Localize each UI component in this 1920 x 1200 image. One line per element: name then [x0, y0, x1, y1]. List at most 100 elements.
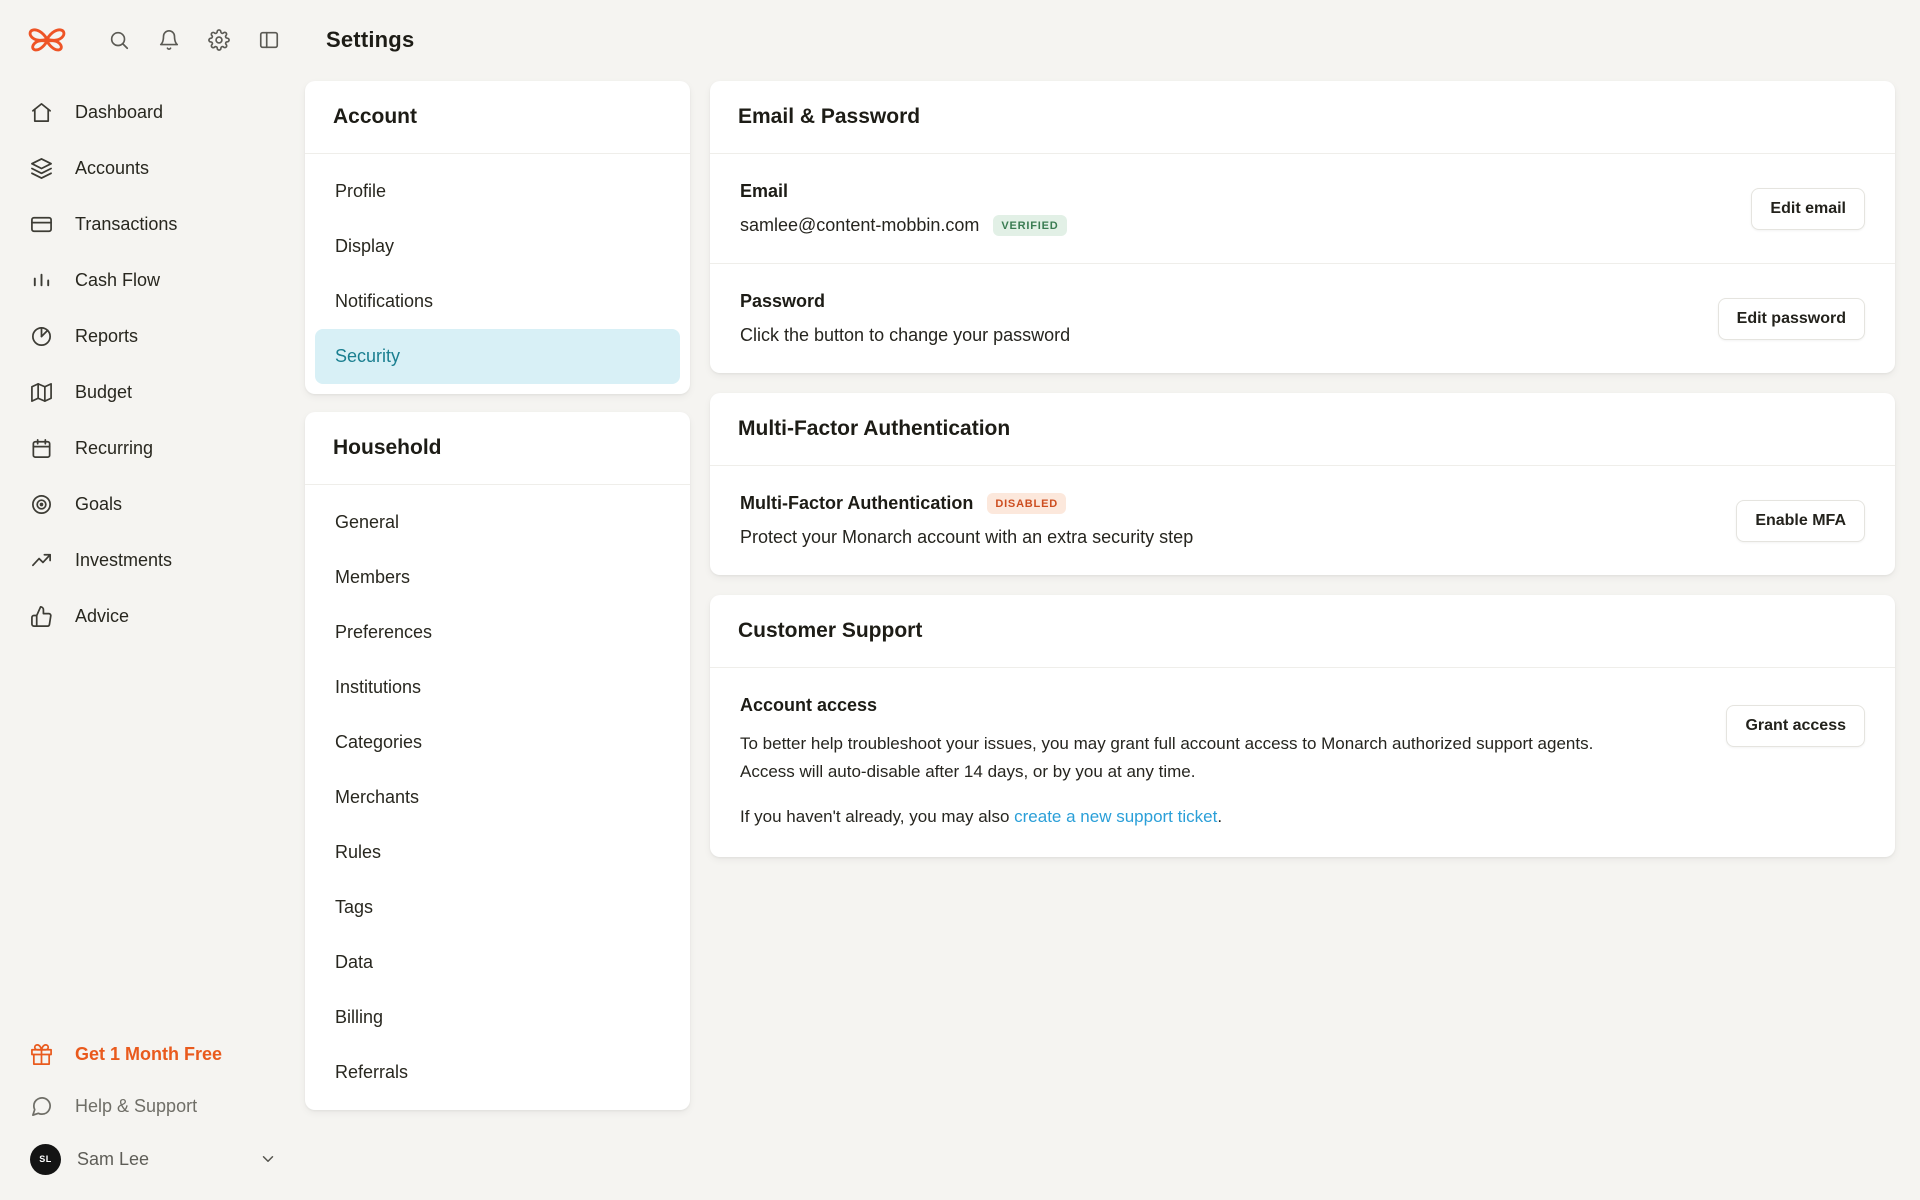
help-support-button[interactable]: Help & Support [30, 1080, 305, 1132]
account-section-title: Account [305, 81, 690, 154]
user-menu[interactable]: SL Sam Lee [30, 1132, 305, 1186]
sidebar-item-label: Dashboard [75, 101, 164, 122]
disabled-badge: DISABLED [987, 493, 1066, 514]
support-note-suffix: . [1217, 807, 1223, 827]
mfa-card-title: Multi-Factor Authentication [710, 393, 1895, 466]
settings-main: Account Profile Display Notifications Se… [305, 80, 1920, 1200]
support-ticket-note: If you haven't already, you may also cre… [740, 803, 1620, 830]
help-support-label: Help & Support [75, 1095, 198, 1116]
account-nav-card: Account Profile Display Notifications Se… [305, 81, 690, 394]
sidebar-item-accounts[interactable]: Accounts [30, 140, 305, 196]
mfa-label: Multi-Factor Authentication [740, 493, 974, 513]
account-access-row: Account access To better help troublesho… [710, 668, 1895, 857]
user-name: Sam Lee [77, 1148, 150, 1169]
settings-nav-item-categories[interactable]: Categories [335, 732, 423, 752]
settings-nav-item-tags[interactable]: Tags [335, 897, 374, 917]
settings-nav-item-rules[interactable]: Rules [335, 842, 382, 862]
sidebar-item-label: Goals [75, 493, 123, 514]
avatar: SL [30, 1143, 61, 1175]
account-access-label: Account access [740, 695, 878, 715]
sidebar-item-label: Advice [75, 605, 130, 626]
sidebar-footer: Get 1 Month Free Help & Support SL Sam L… [30, 1028, 305, 1186]
email-label: Email [740, 181, 789, 201]
sidebar-item-label: Transactions [75, 213, 178, 234]
edit-email-button[interactable]: Edit email [1751, 187, 1865, 230]
household-nav-card: Household General Members Preferences In… [305, 412, 690, 1110]
password-description: Click the button to change your password [740, 325, 1071, 345]
sidebar-item-investments[interactable]: Investments [30, 532, 305, 588]
credit-card-icon [31, 216, 52, 232]
email-password-card: Email & Password Email samlee@content-mo… [710, 81, 1895, 373]
chat-bubble-icon [32, 1096, 51, 1116]
settings-nav-column: Account Profile Display Notifications Se… [305, 81, 690, 1180]
mfa-description: Protect your Monarch account with an ext… [740, 527, 1194, 547]
mfa-card: Multi-Factor Authentication Multi-Factor… [710, 393, 1895, 575]
settings-nav-item-profile[interactable]: Profile [335, 181, 387, 201]
sidebar-toggle-icon[interactable] [258, 29, 280, 51]
customer-support-card-title: Customer Support [710, 595, 1895, 668]
settings-nav-item-display[interactable]: Display [335, 236, 395, 256]
password-row: Password Click the button to change your… [710, 263, 1895, 373]
customer-support-card: Customer Support Account access To bette… [710, 595, 1895, 858]
home-icon [32, 102, 51, 122]
email-value: samlee@content-mobbin.com [740, 215, 980, 235]
get-month-free-button[interactable]: Get 1 Month Free [30, 1028, 305, 1080]
sidebar-item-label: Accounts [75, 157, 150, 178]
account-nav-list: Profile Display Notifications Security [305, 154, 690, 394]
sidebar-item-cash-flow[interactable]: Cash Flow [30, 252, 305, 308]
sidebar-item-label: Budget [75, 381, 133, 402]
edit-password-button[interactable]: Edit password [1717, 297, 1865, 340]
sidebar-item-goals[interactable]: Goals [30, 476, 305, 532]
mfa-row: Multi-Factor Authentication DISABLED Pro… [710, 466, 1895, 575]
sidebar-item-transactions[interactable]: Transactions [30, 196, 305, 252]
map-icon [31, 382, 52, 402]
sidebar-item-label: Reports [75, 325, 139, 346]
search-icon[interactable] [108, 29, 130, 51]
top-bar: Settings [0, 0, 1920, 80]
gift-icon [31, 1043, 52, 1065]
email-row: Email samlee@content-mobbin.com VERIFIED… [710, 154, 1895, 263]
sidebar-item-label: Investments [75, 549, 173, 570]
settings-nav-item-security[interactable]: Security [315, 329, 680, 384]
sidebar-item-recurring[interactable]: Recurring [30, 420, 305, 476]
sidebar-item-label: Cash Flow [75, 269, 161, 290]
settings-nav-item-referrals[interactable]: Referrals [335, 1062, 409, 1082]
sidebar-item-budget[interactable]: Budget [30, 364, 305, 420]
thumbs-up-icon [31, 605, 52, 627]
settings-nav-item-preferences[interactable]: Preferences [335, 622, 433, 642]
settings-content-column: Email & Password Email samlee@content-mo… [710, 81, 1895, 1180]
household-section-title: Household [305, 412, 690, 485]
support-note-prefix: If you haven't already, you may also [740, 807, 1015, 827]
target-icon [32, 494, 51, 514]
chevron-down-icon [262, 1156, 274, 1162]
layers-icon [31, 157, 52, 179]
account-access-description: To better help troubleshoot your issues,… [740, 734, 1594, 781]
sidebar-item-dashboard[interactable]: Dashboard [30, 84, 305, 140]
settings-nav-item-notifications[interactable]: Notifications [335, 291, 434, 311]
pie-chart-icon [32, 326, 51, 346]
notifications-bell-icon[interactable] [158, 29, 180, 51]
bar-chart-icon [33, 273, 50, 286]
settings-nav-item-institutions[interactable]: Institutions [335, 677, 422, 697]
sidebar-item-reports[interactable]: Reports [30, 308, 305, 364]
page-title: Settings [326, 27, 415, 52]
verified-badge: VERIFIED [993, 215, 1067, 236]
password-label: Password [740, 291, 826, 311]
create-support-ticket-link[interactable]: create a new support ticket [1014, 807, 1218, 827]
sidebar-item-advice[interactable]: Advice [30, 588, 305, 644]
trending-up-icon [32, 553, 51, 566]
settings-nav-item-billing[interactable]: Billing [335, 1007, 384, 1027]
calendar-icon [32, 438, 51, 458]
email-password-card-title: Email & Password [710, 81, 1895, 154]
settings-nav-item-data[interactable]: Data [335, 952, 374, 972]
monarch-butterfly-logo[interactable] [26, 22, 68, 58]
settings-gear-icon[interactable] [208, 29, 230, 51]
settings-nav-item-general[interactable]: General [335, 512, 400, 532]
topbar-icon-group [108, 29, 280, 51]
enable-mfa-button[interactable]: Enable MFA [1736, 499, 1865, 542]
grant-access-button[interactable]: Grant access [1726, 705, 1865, 747]
settings-nav-item-members[interactable]: Members [335, 567, 411, 587]
settings-nav-item-merchants[interactable]: Merchants [335, 787, 420, 807]
household-nav-list: General Members Preferences Institutions… [305, 485, 690, 1110]
sidebar-item-label: Recurring [75, 437, 154, 458]
